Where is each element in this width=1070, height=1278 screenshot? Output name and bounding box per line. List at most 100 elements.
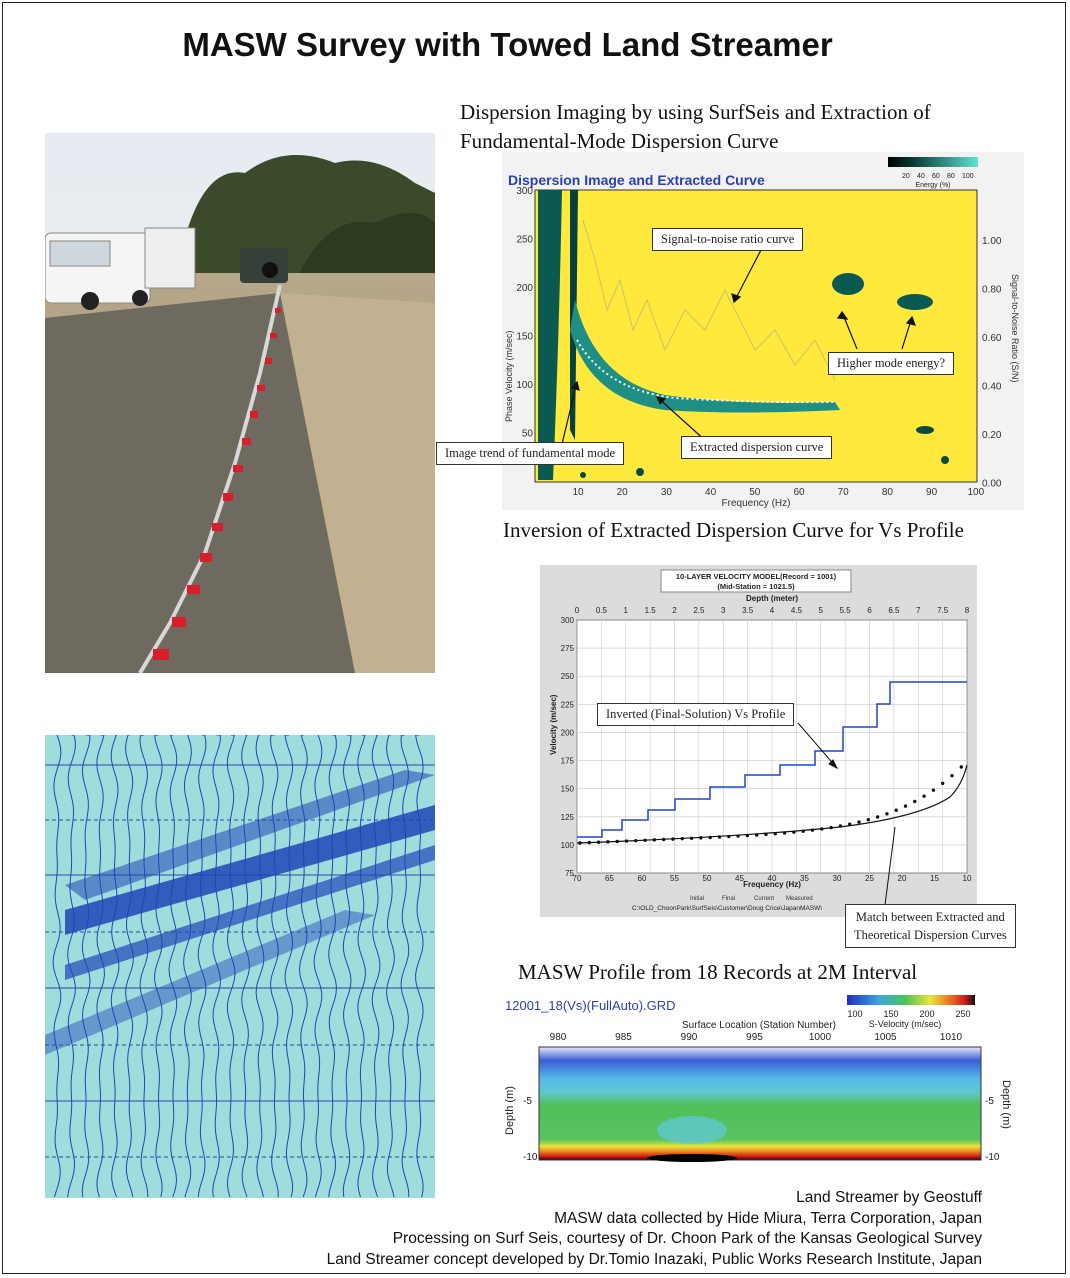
measured-point bbox=[587, 840, 591, 845]
legend-entry: Measured bbox=[786, 896, 813, 902]
dispersion-y-tick: 200 bbox=[516, 283, 533, 294]
measured-point bbox=[634, 838, 638, 843]
seismic-trace bbox=[371, 735, 381, 1198]
match-curves-callout-line2: Theoretical Dispersion Curves bbox=[854, 928, 1007, 942]
measured-point bbox=[745, 833, 750, 838]
higher-mode-callout: Higher mode energy? bbox=[828, 352, 955, 375]
seismic-trace bbox=[67, 735, 76, 1198]
measured-point bbox=[662, 837, 666, 842]
dispersion-y2-tick: 0.20 bbox=[982, 430, 1002, 441]
seismic-record-image bbox=[45, 735, 435, 1198]
seismic-trace bbox=[386, 735, 395, 1198]
dispersion-x-tick: 80 bbox=[882, 487, 894, 498]
velocity-tick: 175 bbox=[561, 757, 575, 766]
match-curves-callout: Match between Extracted and Theoretical … bbox=[845, 904, 1016, 948]
velocity-tick: 250 bbox=[561, 672, 575, 681]
energy-colorbar-tick: 60 bbox=[932, 173, 940, 180]
measured-point bbox=[894, 808, 898, 812]
dispersion-y-tick: 100 bbox=[516, 380, 533, 391]
legend-entry: Initial bbox=[690, 896, 704, 902]
frequency-tick: 70 bbox=[573, 874, 582, 883]
dispersion-x-tick: 30 bbox=[661, 487, 673, 498]
station-tick: 990 bbox=[681, 1032, 698, 1043]
station-tick: 995 bbox=[746, 1032, 763, 1043]
dispersion-y-tick: 250 bbox=[516, 235, 533, 246]
seismic-trace bbox=[342, 735, 352, 1198]
masw-profile-chart: 12001_18(Vs)(FullAuto).GRD 100 150 200 250 … bbox=[504, 995, 1012, 1163]
depth-tick-left: -10 bbox=[523, 1152, 538, 1163]
depth-tick-left: -5 bbox=[523, 1096, 532, 1107]
profile-ylabel-right: Depth (m) bbox=[1000, 1080, 1012, 1129]
frequency-tick: 65 bbox=[605, 874, 614, 883]
dispersion-x-tick: 60 bbox=[793, 487, 805, 498]
fundamental-mode-callout: Image trend of fundamental mode bbox=[436, 442, 625, 465]
dispersion-heading-line1: Dispersion Imaging by using SurfSeis and… bbox=[460, 100, 931, 124]
dispersion-y2-tick: 0.00 bbox=[982, 479, 1002, 490]
measured-point bbox=[680, 836, 684, 841]
measured-point bbox=[578, 841, 582, 845]
depth-tick-right: -5 bbox=[985, 1096, 994, 1107]
velocity-tick: 150 bbox=[561, 785, 575, 794]
dispersion-x-tick: 70 bbox=[838, 487, 850, 498]
credits: Land Streamer by Geostuff MASW data coll… bbox=[327, 1188, 982, 1270]
page-title: MASW Survey with Towed Land Streamer bbox=[182, 26, 833, 63]
dispersion-chart-title: Dispersion Image and Extracted Curve bbox=[508, 172, 765, 188]
seismic-trace bbox=[139, 735, 149, 1198]
seismic-trace bbox=[226, 735, 236, 1198]
measured-point bbox=[652, 838, 657, 842]
seismic-trace bbox=[125, 735, 134, 1198]
measured-point bbox=[875, 815, 880, 819]
seismic-trace bbox=[168, 735, 178, 1198]
measured-point bbox=[801, 829, 805, 833]
measured-point bbox=[848, 822, 852, 826]
extracted-curve-callout: Extracted dispersion curve bbox=[681, 436, 833, 459]
dispersion-y2-tick: 0.60 bbox=[982, 333, 1002, 344]
measured-point bbox=[782, 831, 787, 835]
velocity-colorbar-tick: 150 bbox=[883, 1009, 898, 1019]
velocity-colorbar-tick: 100 bbox=[847, 1009, 862, 1019]
frequency-tick: 30 bbox=[833, 874, 842, 883]
velocity-colorbar-tick: 200 bbox=[919, 1009, 934, 1019]
seismic-trace bbox=[183, 735, 192, 1198]
energy-colorbar-tick: 20 bbox=[902, 173, 910, 180]
snr-curve-callout: Signal-to-noise ratio curve bbox=[652, 228, 804, 251]
velocity-colorbar bbox=[847, 995, 975, 1005]
depth-tick: 8 bbox=[965, 606, 970, 615]
velocity-tick: 300 bbox=[561, 616, 575, 625]
credit-line-3: Processing on Surf Seis, courtesy of Dr.… bbox=[392, 1230, 982, 1247]
energy-colorbar-tick: 40 bbox=[917, 173, 925, 180]
measured-point bbox=[866, 817, 870, 822]
dispersion-x-tick: 10 bbox=[572, 487, 584, 498]
frequency-tick: 40 bbox=[768, 874, 777, 883]
frequency-tick: 35 bbox=[800, 874, 809, 883]
measured-point bbox=[624, 839, 629, 843]
model-title-line2: (Mid-Station = 1021.5) bbox=[717, 582, 795, 591]
credit-line-2: MASW data collected by Hide Miura, Terra… bbox=[554, 1209, 982, 1227]
measured-point bbox=[773, 832, 777, 836]
depth-tick: 7.5 bbox=[937, 606, 949, 615]
dispersion-y2label: Signal-to-Noise Ratio (S/N) bbox=[1010, 274, 1020, 383]
measured-point bbox=[857, 820, 861, 824]
frequency-tick: 45 bbox=[735, 874, 744, 883]
depth-tick: 2 bbox=[672, 606, 677, 615]
dispersion-x-tick: 100 bbox=[967, 487, 984, 498]
frequency-tick: 25 bbox=[865, 874, 874, 883]
depth-tick: 3 bbox=[721, 606, 726, 615]
seismic-trace bbox=[110, 735, 120, 1198]
dispersion-x-tick: 40 bbox=[705, 487, 717, 498]
dispersion-heading-line2: Fundamental-Mode Dispersion Curve bbox=[460, 129, 779, 153]
velocity-tick: 225 bbox=[561, 700, 575, 709]
depth-tick: 5.5 bbox=[840, 606, 852, 615]
dispersion-y2-tick: 0.40 bbox=[982, 382, 1002, 393]
depth-tick: 4.5 bbox=[791, 606, 803, 615]
dispersion-x-tick: 50 bbox=[749, 487, 761, 498]
measured-point bbox=[838, 824, 843, 828]
measured-point bbox=[727, 834, 731, 839]
profile-heading: MASW Profile from 18 Records at 2M Inter… bbox=[518, 960, 918, 984]
seismic-trace bbox=[255, 735, 265, 1198]
velocity-model-chart: 10-LAYER VELOCITY MODEL(Record = 1001) (… bbox=[540, 565, 977, 917]
measured-point bbox=[959, 765, 963, 769]
seismic-trace bbox=[52, 735, 62, 1198]
depth-tick: 6.5 bbox=[888, 606, 900, 615]
